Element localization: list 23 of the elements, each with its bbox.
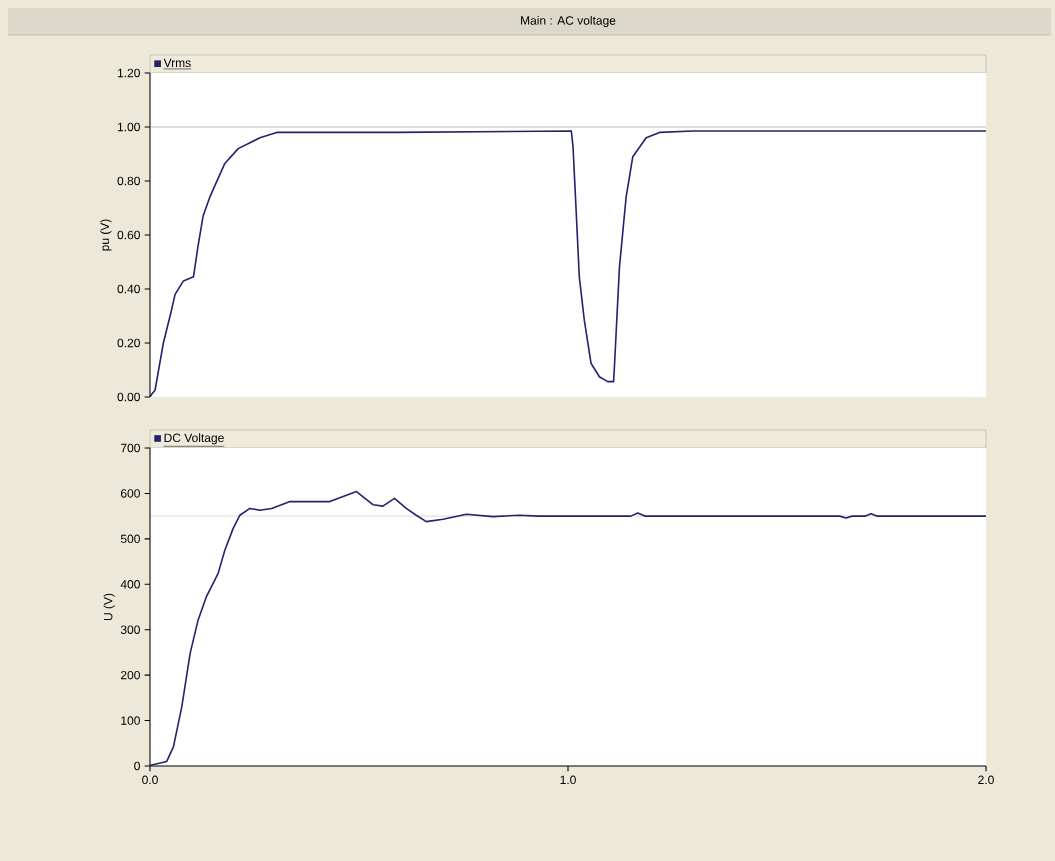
y-tick-label: 1.20 xyxy=(117,68,140,78)
y-tick-label: 0.60 xyxy=(117,230,140,240)
y-tick-label: 300 xyxy=(120,625,140,634)
y-tick-label: 200 xyxy=(120,670,140,680)
y-tick-label: 0.00 xyxy=(117,392,140,402)
y-axis-title: U (V) xyxy=(103,593,115,621)
y-tick-label: 700 xyxy=(120,443,140,453)
y-tick-label: 0.20 xyxy=(117,338,140,348)
legend-label: DC Voltage xyxy=(164,433,224,445)
x-tick-label: 2.0 xyxy=(978,775,994,785)
y-tick-label: 600 xyxy=(120,489,140,498)
y-tick-label: 0.40 xyxy=(117,284,140,294)
x-tick-label: 0.0 xyxy=(142,775,158,785)
y-tick-label: 1.00 xyxy=(117,122,140,132)
y-tick-label: 0.80 xyxy=(117,176,140,186)
chart-title: Main : AC voltage xyxy=(521,15,616,28)
legend-label: Vrms xyxy=(163,58,191,68)
y-tick-label: 500 xyxy=(120,534,140,544)
x-tick-label: 1.0 xyxy=(560,775,576,785)
y-axis-title: pu (V) xyxy=(100,219,112,251)
y-tick-label: 0 xyxy=(134,761,140,771)
y-tick-label: 100 xyxy=(121,716,140,725)
y-tick-label: 400 xyxy=(120,580,140,589)
